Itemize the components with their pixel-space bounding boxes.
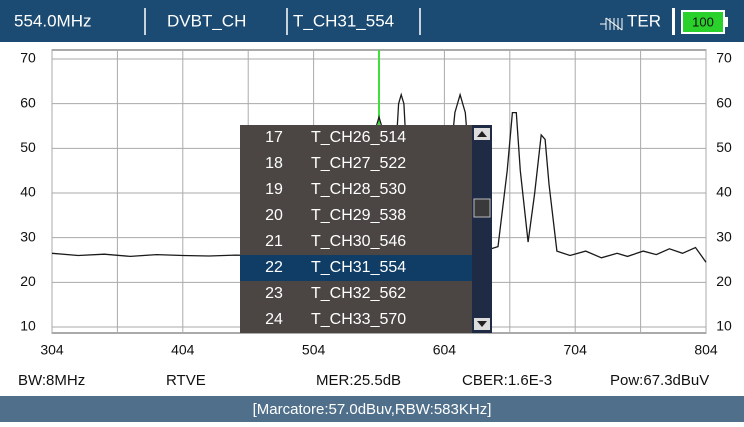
y2-tick-label: 50	[716, 139, 732, 155]
y-tick-label: 50	[20, 139, 36, 155]
antenna-icon	[600, 17, 623, 31]
list-item-number[interactable]: 21	[265, 233, 283, 250]
battery-level: 100	[692, 14, 714, 29]
y-tick-label: 20	[20, 273, 36, 289]
y-tick-label: 10	[20, 318, 36, 334]
down-arrow	[477, 321, 487, 327]
list-item-number[interactable]: 19	[265, 181, 283, 198]
y2-tick-label: 40	[716, 184, 732, 200]
channel-list: 17 T_CH26_514 18 T_CH27_522 19 T_CH28_530 20 T_…	[240, 125, 492, 333]
cber: CBER:1.6E-3	[462, 372, 552, 389]
list-item-name[interactable]: T_CH27_522	[311, 155, 406, 172]
selected-row[interactable]	[240, 255, 472, 281]
y-tick-label: 60	[20, 94, 36, 110]
scrollbar	[472, 125, 492, 333]
list-item-name[interactable]: T_CH31_554	[311, 259, 406, 276]
separator	[672, 8, 675, 35]
list-item-number[interactable]: 20	[265, 207, 283, 224]
y2-tick-label: 10	[716, 318, 732, 334]
x-tick-label: 304	[40, 342, 64, 358]
list-item-name[interactable]: T_CH32_562	[311, 285, 406, 302]
frequency: 554.0MHz	[14, 11, 91, 30]
list-item-number[interactable]: 18	[265, 155, 283, 172]
x-tick-label: 404	[171, 342, 195, 358]
y-tick-label: 40	[20, 184, 36, 200]
battery-tip	[724, 17, 728, 27]
y2-tick-label: 70	[716, 50, 732, 66]
channel: T_CH31_554	[293, 11, 394, 30]
list-item-number[interactable]: 24	[265, 311, 283, 328]
list-item-name[interactable]: T_CH30_546	[311, 233, 406, 250]
list-item-name[interactable]: T_CH33_570	[311, 311, 406, 328]
y2-tick-label: 30	[716, 228, 732, 244]
list-item-name[interactable]: T_CH26_514	[311, 129, 406, 146]
list-item-name[interactable]: T_CH28_530	[311, 181, 406, 198]
y2-tick-label: 60	[716, 94, 732, 110]
list-background	[240, 125, 472, 333]
status-bar	[0, 396, 744, 422]
bandwidth: BW:8MHz	[18, 372, 85, 389]
up-arrow	[477, 131, 487, 137]
provider: RTVE	[166, 372, 206, 389]
y-tick-label: 70	[20, 50, 36, 66]
y-tick-label: 30	[20, 228, 36, 244]
status: [Marcatore:57.0dBuv,RBW:583KHz]	[253, 401, 492, 418]
x-tick-label: 704	[564, 342, 588, 358]
list-item-number[interactable]: 23	[265, 285, 283, 302]
list-item-number[interactable]: 17	[265, 129, 283, 146]
top-bar	[0, 0, 744, 42]
list-item-number[interactable]: 22	[265, 259, 283, 276]
mer: MER:25.5dB	[316, 372, 401, 389]
x-tick-label: 604	[433, 342, 457, 358]
scroll-thumb[interactable]	[473, 198, 491, 218]
band: TER	[627, 11, 661, 30]
x-tick-label: 504	[302, 342, 326, 358]
x-tick-label: 804	[694, 342, 718, 358]
y2-tick-label: 20	[716, 273, 732, 289]
list-item-name[interactable]: T_CH29_538	[311, 207, 406, 224]
mode: DVBT_CH	[167, 11, 246, 30]
power: Pow:67.3dBuV	[610, 372, 709, 389]
